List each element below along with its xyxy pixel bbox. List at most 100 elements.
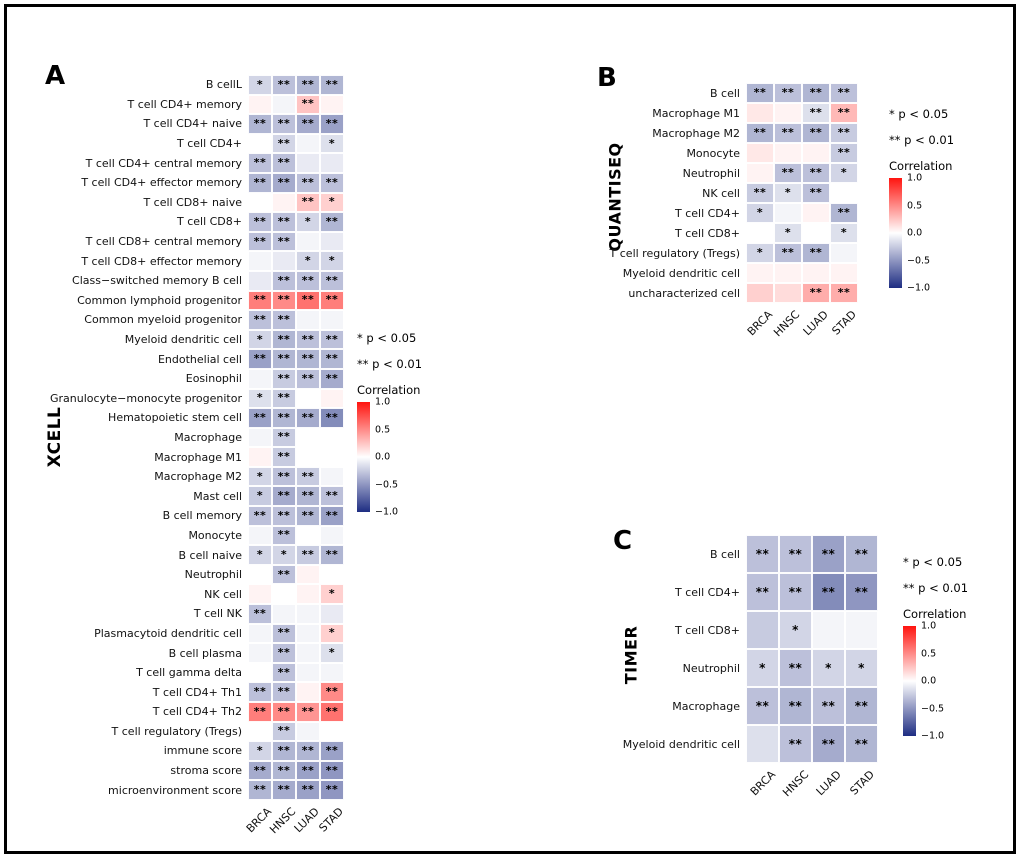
heatmap-cell: **	[272, 114, 296, 134]
heatmap-cell	[296, 721, 320, 742]
row-label: Mast cell	[193, 489, 242, 503]
heatmap-cell: **	[248, 682, 272, 702]
heatmap-cell	[296, 388, 320, 409]
heatmap-cell: **	[845, 535, 878, 573]
row-label: T cell CD8+	[176, 215, 242, 229]
heatmap-cell: **	[296, 172, 320, 193]
heatmap-cell: **	[779, 725, 812, 763]
heatmap-cell: **	[272, 172, 296, 193]
heatmap-cell: **	[746, 123, 774, 143]
colorbar-title: Correlation	[357, 383, 421, 397]
heatmap-cell	[248, 270, 272, 291]
heatmap-cell: **	[802, 83, 830, 103]
heatmap-cell: **	[320, 780, 344, 800]
row-label: T cell CD4+ memory	[127, 97, 242, 111]
heatmap-cell: **	[320, 290, 344, 311]
p01-note: ** p < 0.01	[889, 133, 955, 147]
heatmap-cell	[746, 283, 774, 303]
heatmap-cell: **	[320, 702, 344, 722]
row-label: B cell memory	[162, 509, 242, 523]
heatmap-cell: **	[320, 75, 344, 95]
row-label: Macrophage	[174, 430, 242, 444]
row-label: Macrophage M1	[652, 106, 740, 120]
heatmap-cell: **	[296, 114, 320, 134]
heatmap-cell: **	[779, 573, 812, 611]
heatmap-cell: **	[272, 368, 296, 389]
heatmap-cell	[272, 584, 296, 605]
column-label-text: STAD	[316, 805, 346, 835]
heatmap-cell	[774, 103, 802, 123]
heatmap-cell	[272, 604, 296, 624]
heatmap-cell: *	[296, 251, 320, 271]
column-label-text: HNSC	[266, 805, 298, 837]
p05-note: * p < 0.05	[903, 555, 963, 569]
heatmap-cell	[248, 192, 272, 213]
heatmap-cell	[320, 427, 344, 448]
heatmap-cell: *	[812, 649, 845, 687]
correlation-colorbar	[889, 178, 902, 288]
heatmap-cell: **	[320, 486, 344, 507]
correlation-colorbar	[357, 402, 370, 512]
column-label-text: BRCA	[747, 768, 779, 799]
heatmap-cell: **	[296, 545, 320, 565]
heatmap-cell: **	[812, 535, 845, 573]
heatmap-cell: **	[272, 153, 296, 173]
heatmap-cell: **	[272, 466, 296, 487]
heatmap-cell: **	[320, 760, 344, 781]
row-label: Macrophage M1	[154, 450, 242, 464]
row-label: Macrophage M2	[652, 126, 740, 140]
heatmap-cell: **	[320, 270, 344, 291]
p05-note: * p < 0.05	[357, 331, 417, 345]
heatmap-cell: **	[320, 329, 344, 350]
heatmap-cell	[296, 682, 320, 702]
heatmap-cell: **	[296, 741, 320, 761]
row-label: Eosinophil	[185, 372, 242, 386]
row-label: microenvironment score	[108, 783, 242, 797]
heatmap-cell: **	[272, 290, 296, 311]
colorbar-wrap: 1.0 0.5 0.0 −0.5 −1.0	[903, 621, 963, 742]
heatmap-cell: **	[272, 682, 296, 702]
heatmap-cell: **	[272, 427, 296, 448]
heatmap-cell: **	[272, 702, 296, 722]
row-label: B cell	[710, 86, 740, 100]
timer-heatmap: B cell ** ** ** ** T cell CD4+ ** ** ** ** T cell …	[611, 535, 878, 763]
heatmap-cell: *	[248, 75, 272, 95]
colorbar-tick-label: 0.0	[921, 675, 937, 687]
row-label: T cell gamma delta	[136, 666, 242, 680]
heatmap-cell	[802, 143, 830, 163]
heatmap-cell: **	[272, 231, 296, 252]
heatmap-cell: **	[248, 231, 272, 252]
heatmap-cell: *	[779, 611, 812, 649]
row-label: T cell CD4+	[176, 137, 242, 151]
heatmap-cell: **	[272, 486, 296, 507]
heatmap-cell	[845, 611, 878, 649]
colorbar-wrap: 1.0 0.5 0.0 −0.5 −1.0	[357, 397, 417, 518]
heatmap-cell: *	[320, 133, 344, 154]
heatmap-cell: **	[802, 123, 830, 143]
colorbar-tick-label: −1.0	[921, 730, 945, 742]
heatmap-cell: **	[272, 780, 296, 800]
heatmap-cell	[802, 203, 830, 223]
row-label: T cell CD4+ Th2	[152, 705, 242, 719]
heatmap-cell: **	[774, 163, 802, 183]
colorbar-tick-label: 0.5	[907, 200, 923, 211]
row-label: Neutrophil	[682, 661, 740, 675]
colorbar-tick-label: −0.5	[921, 703, 945, 714]
heatmap-cell	[296, 447, 320, 467]
heatmap-cell: **	[320, 172, 344, 193]
heatmap-cell: **	[830, 143, 858, 163]
row-label: Macrophage	[672, 699, 740, 713]
heatmap-cell: *	[248, 545, 272, 565]
heatmap-cell	[248, 94, 272, 115]
heatmap-cell: **	[320, 545, 344, 565]
heatmap-cell	[320, 466, 344, 487]
heatmap-cell: **	[746, 535, 779, 573]
heatmap-cell	[830, 263, 858, 283]
heatmap-cell: **	[272, 721, 296, 742]
row-label: Hematopoietic stem cell	[108, 411, 242, 425]
heatmap-cell: *	[320, 251, 344, 271]
heatmap-cell	[320, 604, 344, 624]
colorbar-title: Correlation	[889, 159, 953, 173]
heatmap-cell	[746, 223, 774, 243]
heatmap-cell: **	[802, 283, 830, 303]
